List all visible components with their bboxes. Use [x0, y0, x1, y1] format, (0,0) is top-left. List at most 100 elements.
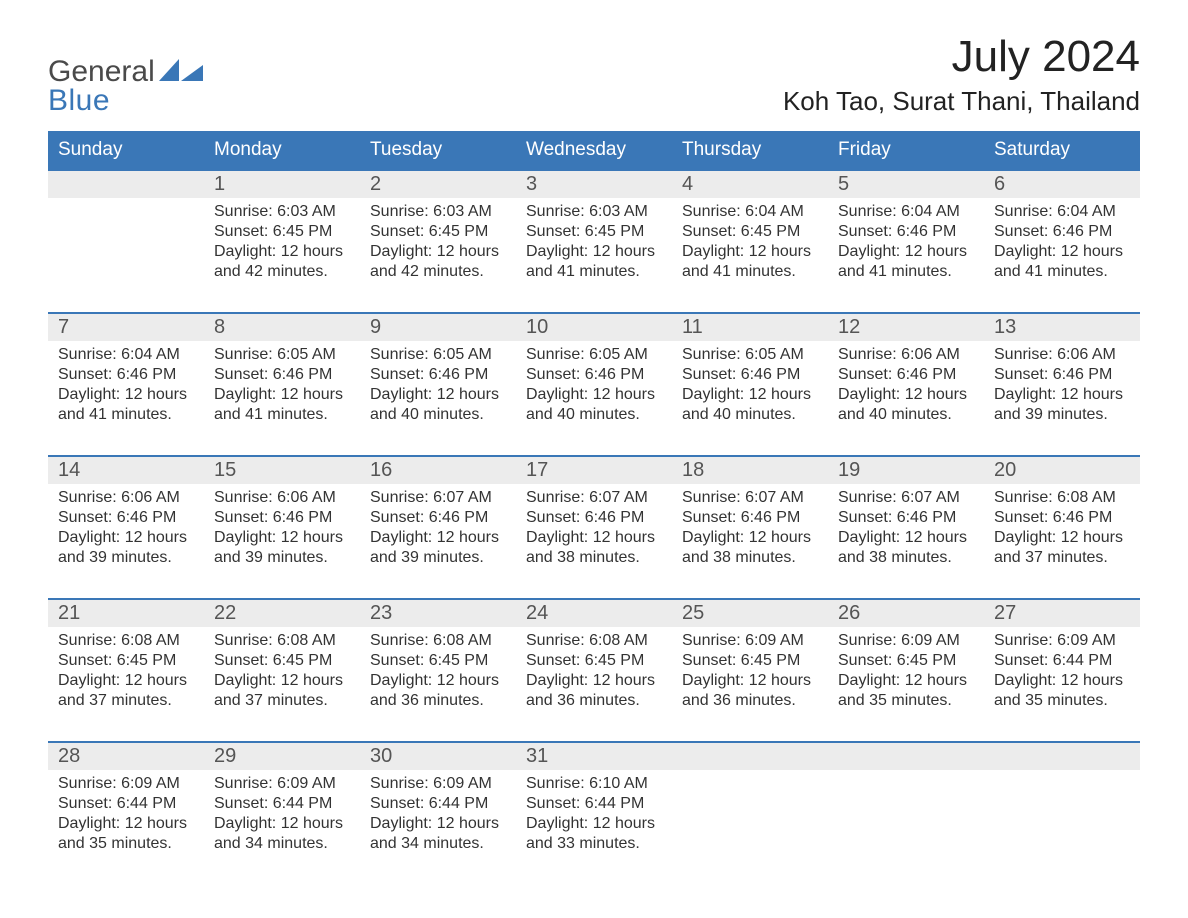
- day-cell: Sunrise: 6:09 AMSunset: 6:44 PMDaylight:…: [360, 770, 516, 862]
- daylight1-text: Daylight: 12 hours: [58, 814, 194, 834]
- day-cell: Sunrise: 6:04 AMSunset: 6:45 PMDaylight:…: [672, 198, 828, 290]
- daylight2-text: and 42 minutes.: [370, 262, 506, 282]
- day-cell: Sunrise: 6:03 AMSunset: 6:45 PMDaylight:…: [516, 198, 672, 290]
- week-row: 78910111213Sunrise: 6:04 AMSunset: 6:46 …: [48, 312, 1140, 433]
- sunset-text: Sunset: 6:46 PM: [682, 508, 818, 528]
- day-number: 23: [360, 600, 516, 627]
- sunset-text: Sunset: 6:45 PM: [838, 651, 974, 671]
- day-cell: [828, 770, 984, 862]
- col-tuesday: Tuesday: [360, 131, 516, 169]
- week-row: 28293031Sunrise: 6:09 AMSunset: 6:44 PMD…: [48, 741, 1140, 862]
- day-number: 9: [360, 314, 516, 341]
- sunset-text: Sunset: 6:46 PM: [838, 508, 974, 528]
- daylight1-text: Daylight: 12 hours: [682, 385, 818, 405]
- title-block: July 2024 Koh Tao, Surat Thani, Thailand: [783, 32, 1140, 125]
- sunrise-text: Sunrise: 6:06 AM: [58, 488, 194, 508]
- sunrise-text: Sunrise: 6:06 AM: [994, 345, 1130, 365]
- sunrise-text: Sunrise: 6:07 AM: [526, 488, 662, 508]
- day-number: 15: [204, 457, 360, 484]
- brand-logo: General Blue: [48, 32, 203, 115]
- week-row: 123456Sunrise: 6:03 AMSunset: 6:45 PMDay…: [48, 169, 1140, 290]
- daylight1-text: Daylight: 12 hours: [214, 242, 350, 262]
- daylight2-text: and 39 minutes.: [58, 548, 194, 568]
- day-number: 17: [516, 457, 672, 484]
- daylight1-text: Daylight: 12 hours: [838, 671, 974, 691]
- day-number: 24: [516, 600, 672, 627]
- sunrise-text: Sunrise: 6:09 AM: [838, 631, 974, 651]
- day-cell: [984, 770, 1140, 862]
- day-number: 10: [516, 314, 672, 341]
- sunrise-text: Sunrise: 6:06 AM: [838, 345, 974, 365]
- day-cell: Sunrise: 6:04 AMSunset: 6:46 PMDaylight:…: [828, 198, 984, 290]
- day-cell: Sunrise: 6:07 AMSunset: 6:46 PMDaylight:…: [516, 484, 672, 576]
- day-cell: Sunrise: 6:05 AMSunset: 6:46 PMDaylight:…: [516, 341, 672, 433]
- sunrise-text: Sunrise: 6:04 AM: [838, 202, 974, 222]
- sunset-text: Sunset: 6:45 PM: [370, 222, 506, 242]
- daylight1-text: Daylight: 12 hours: [838, 242, 974, 262]
- day-number: 13: [984, 314, 1140, 341]
- day-number: [828, 743, 984, 770]
- col-wednesday: Wednesday: [516, 131, 672, 169]
- sunrise-text: Sunrise: 6:07 AM: [370, 488, 506, 508]
- col-monday: Monday: [204, 131, 360, 169]
- brand-word1: General: [48, 58, 155, 87]
- day-cell: Sunrise: 6:06 AMSunset: 6:46 PMDaylight:…: [48, 484, 204, 576]
- day-number: 19: [828, 457, 984, 484]
- sunset-text: Sunset: 6:46 PM: [682, 365, 818, 385]
- sunrise-text: Sunrise: 6:04 AM: [58, 345, 194, 365]
- sunrise-text: Sunrise: 6:07 AM: [682, 488, 818, 508]
- day-cell: Sunrise: 6:03 AMSunset: 6:45 PMDaylight:…: [360, 198, 516, 290]
- day-number: 30: [360, 743, 516, 770]
- sunrise-text: Sunrise: 6:08 AM: [58, 631, 194, 651]
- sunrise-text: Sunrise: 6:04 AM: [994, 202, 1130, 222]
- calendar-header-row: Sunday Monday Tuesday Wednesday Thursday…: [48, 131, 1140, 169]
- day-number: 2: [360, 171, 516, 198]
- day-cell: Sunrise: 6:08 AMSunset: 6:45 PMDaylight:…: [204, 627, 360, 719]
- sunrise-text: Sunrise: 6:09 AM: [214, 774, 350, 794]
- sunset-text: Sunset: 6:45 PM: [370, 651, 506, 671]
- daylight2-text: and 41 minutes.: [838, 262, 974, 282]
- day-cell: Sunrise: 6:09 AMSunset: 6:45 PMDaylight:…: [672, 627, 828, 719]
- sunrise-text: Sunrise: 6:09 AM: [58, 774, 194, 794]
- sunrise-text: Sunrise: 6:07 AM: [838, 488, 974, 508]
- day-cell: [672, 770, 828, 862]
- sunset-text: Sunset: 6:44 PM: [370, 794, 506, 814]
- daylight2-text: and 34 minutes.: [214, 834, 350, 854]
- sunset-text: Sunset: 6:45 PM: [214, 651, 350, 671]
- day-number-strip: 78910111213: [48, 314, 1140, 341]
- col-saturday: Saturday: [984, 131, 1140, 169]
- daylight2-text: and 33 minutes.: [526, 834, 662, 854]
- sunrise-text: Sunrise: 6:09 AM: [682, 631, 818, 651]
- sunset-text: Sunset: 6:45 PM: [682, 222, 818, 242]
- day-cell: Sunrise: 6:07 AMSunset: 6:46 PMDaylight:…: [672, 484, 828, 576]
- daylight2-text: and 38 minutes.: [526, 548, 662, 568]
- day-cell: Sunrise: 6:05 AMSunset: 6:46 PMDaylight:…: [360, 341, 516, 433]
- col-sunday: Sunday: [48, 131, 204, 169]
- sunrise-text: Sunrise: 6:05 AM: [370, 345, 506, 365]
- daylight1-text: Daylight: 12 hours: [682, 528, 818, 548]
- brand-word2: Blue: [48, 87, 203, 116]
- day-cell: Sunrise: 6:09 AMSunset: 6:45 PMDaylight:…: [828, 627, 984, 719]
- daylight1-text: Daylight: 12 hours: [526, 528, 662, 548]
- sunset-text: Sunset: 6:46 PM: [58, 365, 194, 385]
- sunrise-text: Sunrise: 6:08 AM: [526, 631, 662, 651]
- day-number: 29: [204, 743, 360, 770]
- daylight1-text: Daylight: 12 hours: [214, 528, 350, 548]
- day-number: 27: [984, 600, 1140, 627]
- sunrise-text: Sunrise: 6:09 AM: [370, 774, 506, 794]
- sunrise-text: Sunrise: 6:03 AM: [370, 202, 506, 222]
- daylight2-text: and 37 minutes.: [214, 691, 350, 711]
- day-number: 1: [204, 171, 360, 198]
- sunset-text: Sunset: 6:46 PM: [526, 365, 662, 385]
- daylight2-text: and 36 minutes.: [682, 691, 818, 711]
- day-cell: Sunrise: 6:04 AMSunset: 6:46 PMDaylight:…: [48, 341, 204, 433]
- day-cell: Sunrise: 6:07 AMSunset: 6:46 PMDaylight:…: [828, 484, 984, 576]
- day-number: 16: [360, 457, 516, 484]
- sunrise-text: Sunrise: 6:03 AM: [526, 202, 662, 222]
- day-number: 8: [204, 314, 360, 341]
- sunrise-text: Sunrise: 6:10 AM: [526, 774, 662, 794]
- daylight2-text: and 41 minutes.: [58, 405, 194, 425]
- day-number-strip: 14151617181920: [48, 457, 1140, 484]
- daylight2-text: and 40 minutes.: [370, 405, 506, 425]
- daylight1-text: Daylight: 12 hours: [370, 528, 506, 548]
